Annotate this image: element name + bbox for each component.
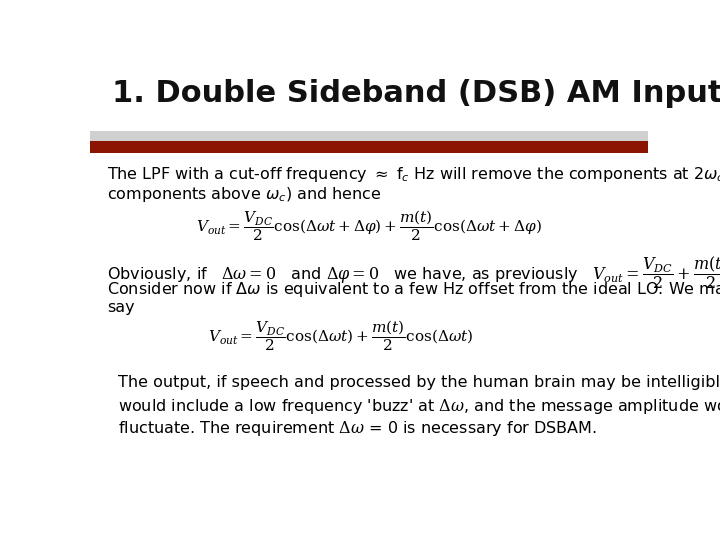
Text: would include a low frequency 'buzz' at $\Delta\omega$, and the message amplitud: would include a low frequency 'buzz' at … [118,397,720,416]
Text: components above $\omega_c$) and hence: components above $\omega_c$) and hence [107,185,382,204]
Text: The LPF with a cut-off frequency $\approx$ f$_c$ Hz will remove the components a: The LPF with a cut-off frequency $\appro… [107,165,720,184]
Text: fluctuate. The requirement $\Delta\omega$ = 0 is necessary for DSBAM.: fluctuate. The requirement $\Delta\omega… [118,419,597,438]
Text: $V_{out} = \dfrac{V_{DC}}{2}\cos(\Delta\omega t) + \dfrac{m(t)}{2}\cos(\Delta\om: $V_{out} = \dfrac{V_{DC}}{2}\cos(\Delta\… [208,319,474,353]
Bar [90,131,648,141]
Text: Obviously, if   $\Delta\omega = 0$   and $\Delta\varphi = 0$   we have, as previ: Obviously, if $\Delta\omega = 0$ and $\D… [107,254,720,291]
Text: say: say [107,300,135,315]
Text: $V_{out} = \dfrac{V_{DC}}{2}\cos(\Delta\omega t + \Delta\varphi) + \dfrac{m(t)}{: $V_{out} = \dfrac{V_{DC}}{2}\cos(\Delta\… [196,208,542,243]
Text: Consider now if $\Delta\omega$ is equivalent to a few Hz offset from the ideal L: Consider now if $\Delta\omega$ is equiva… [107,280,720,299]
Bar [90,141,648,153]
Text: The output, if speech and processed by the human brain may be intelligible, but: The output, if speech and processed by t… [118,375,720,389]
Text: 1. Double Sideband (DSB) AM Inputs: 1. Double Sideband (DSB) AM Inputs [112,79,720,109]
